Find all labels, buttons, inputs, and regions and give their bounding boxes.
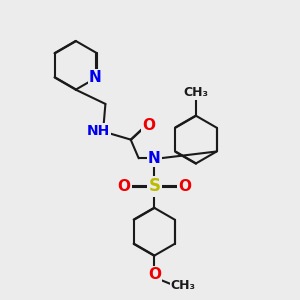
Text: O: O xyxy=(148,267,161,282)
Text: NH: NH xyxy=(86,124,110,138)
Text: CH₃: CH₃ xyxy=(171,279,196,292)
Text: CH₃: CH₃ xyxy=(184,85,208,98)
Text: O: O xyxy=(118,179,130,194)
Text: S: S xyxy=(148,177,160,195)
Text: N: N xyxy=(148,151,161,166)
Text: O: O xyxy=(142,118,155,133)
Text: O: O xyxy=(178,179,191,194)
Text: N: N xyxy=(89,70,102,85)
